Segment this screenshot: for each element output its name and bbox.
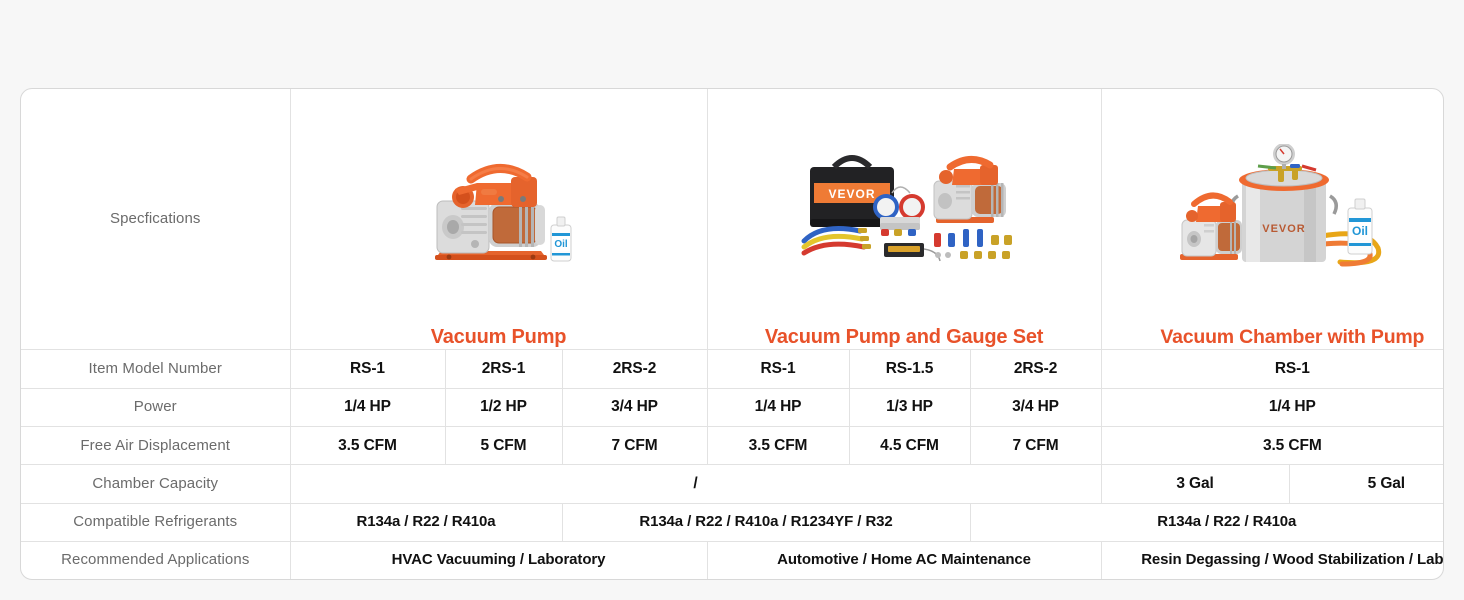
cell-power-5: 1/3 HP — [849, 388, 971, 427]
cell-cfm-4: 3.5 CFM — [707, 426, 850, 466]
vacuum-chamber-illustration: VEVOR — [1180, 144, 1382, 267]
row-label-recommended-applications: Recommended Applications — [21, 541, 291, 579]
comparison-table: Specfications — [20, 88, 1444, 580]
product-image-vacuum-chamber: VEVOR — [1108, 91, 1443, 324]
table-row-free-air-displacement: Free Air Displacement 3.5 CFM 5 CFM 7 CF… — [21, 426, 1443, 466]
cell-refrigerants-3: R134a / R22 / R410a — [970, 503, 1443, 542]
product-title-3: Vacuum Chamber with Pump — [1160, 325, 1425, 348]
row-label-power: Power — [21, 388, 291, 427]
cell-chamber-3gal: 3 Gal — [1101, 464, 1290, 504]
cell-refrigerants-2: R134a / R22 / R410a / R1234YF / R32 — [562, 503, 971, 542]
cell-model-4: RS-1 — [707, 349, 850, 389]
cell-cfm-1: 3.5 CFM — [290, 426, 446, 466]
table-row-power: Power 1/4 HP 1/2 HP 3/4 HP 1/4 HP 1/3 HP… — [21, 388, 1443, 427]
cell-model-2: 2RS-1 — [445, 349, 563, 389]
row-label-compatible-refrigerants: Compatible Refrigerants — [21, 503, 291, 542]
cell-cfm-2: 5 CFM — [445, 426, 563, 466]
cell-cfm-3: 7 CFM — [562, 426, 708, 466]
cell-power-2: 1/2 HP — [445, 388, 563, 427]
cell-chamber-na: / — [290, 464, 1102, 504]
cell-power-4: 1/4 HP — [707, 388, 850, 427]
cell-power-1: 1/4 HP — [290, 388, 446, 427]
row-label-item-model-number: Item Model Number — [21, 349, 291, 389]
oil-bottle: Oil — [1347, 198, 1373, 255]
product-header-gauge-set[interactable]: VEVOR — [707, 89, 1102, 351]
table-header-row: Specfications — [21, 89, 1443, 351]
cell-power-6: 3/4 HP — [970, 388, 1102, 427]
svg-text:Oil: Oil — [1352, 224, 1368, 238]
svg-text:VEVOR: VEVOR — [1263, 223, 1307, 235]
cell-cfm-7: 3.5 CFM — [1101, 426, 1443, 466]
table-row-recommended-applications: Recommended Applications HVAC Vacuuming … — [21, 541, 1444, 579]
product-header-vacuum-chamber[interactable]: VEVOR — [1101, 89, 1443, 351]
cell-applications-1: HVAC Vacuuming / Laboratory — [290, 541, 708, 579]
svg-text:VEVOR: VEVOR — [829, 187, 876, 201]
cell-power-7: 1/4 HP — [1101, 388, 1443, 427]
product-image-vacuum-pump: Oil — [297, 91, 701, 323]
cell-model-1: RS-1 — [290, 349, 446, 389]
specs-table: Specfications — [21, 89, 1444, 579]
oil-bottle: Oil — [550, 216, 571, 262]
cell-cfm-6: 7 CFM — [970, 426, 1102, 466]
vacuum-pump-illustration: Oil — [434, 164, 571, 262]
cell-applications-2: Automotive / Home AC Maintenance — [707, 541, 1102, 579]
cell-applications-3: Resin Degassing / Wood Stabilization / L… — [1141, 551, 1444, 569]
spec-header-label: Specfications — [109, 210, 201, 228]
table-row-compatible-refrigerants: Compatible Refrigerants R134a / R22 / R4… — [21, 503, 1443, 542]
cell-model-7: RS-1 — [1101, 349, 1443, 389]
product-title-2: Vacuum Pump and Gauge Set — [764, 326, 1044, 349]
vacuum-pump-gauge-set-illustration: VEVOR — [801, 155, 1013, 262]
table-row-item-model-number: Item Model Number RS-1 2RS-1 2RS-2 RS-1 … — [21, 349, 1443, 389]
spec-header-cell: Specfications — [21, 89, 291, 351]
cell-model-3: 2RS-2 — [562, 349, 708, 389]
cell-cfm-5: 4.5 CFM — [849, 426, 971, 466]
table-row-chamber-capacity: Chamber Capacity / 3 Gal 5 Gal — [21, 464, 1443, 504]
row-label-free-air-displacement: Free Air Displacement — [21, 426, 291, 466]
product-image-gauge-set: VEVOR — [714, 91, 1095, 323]
product-header-vacuum-pump[interactable]: Oil Vacuum Pump — [290, 89, 708, 351]
product-title-1: Vacuum Pump — [430, 326, 567, 349]
cell-refrigerants-1: R134a / R22 / R410a — [290, 503, 563, 542]
cell-model-6: 2RS-2 — [970, 349, 1102, 389]
cell-power-3: 3/4 HP — [562, 388, 708, 427]
cell-chamber-5gal: 5 Gal — [1289, 464, 1443, 504]
svg-text:Oil: Oil — [554, 239, 568, 250]
row-label-chamber-capacity: Chamber Capacity — [21, 464, 291, 504]
cell-model-5: RS-1.5 — [849, 349, 971, 389]
